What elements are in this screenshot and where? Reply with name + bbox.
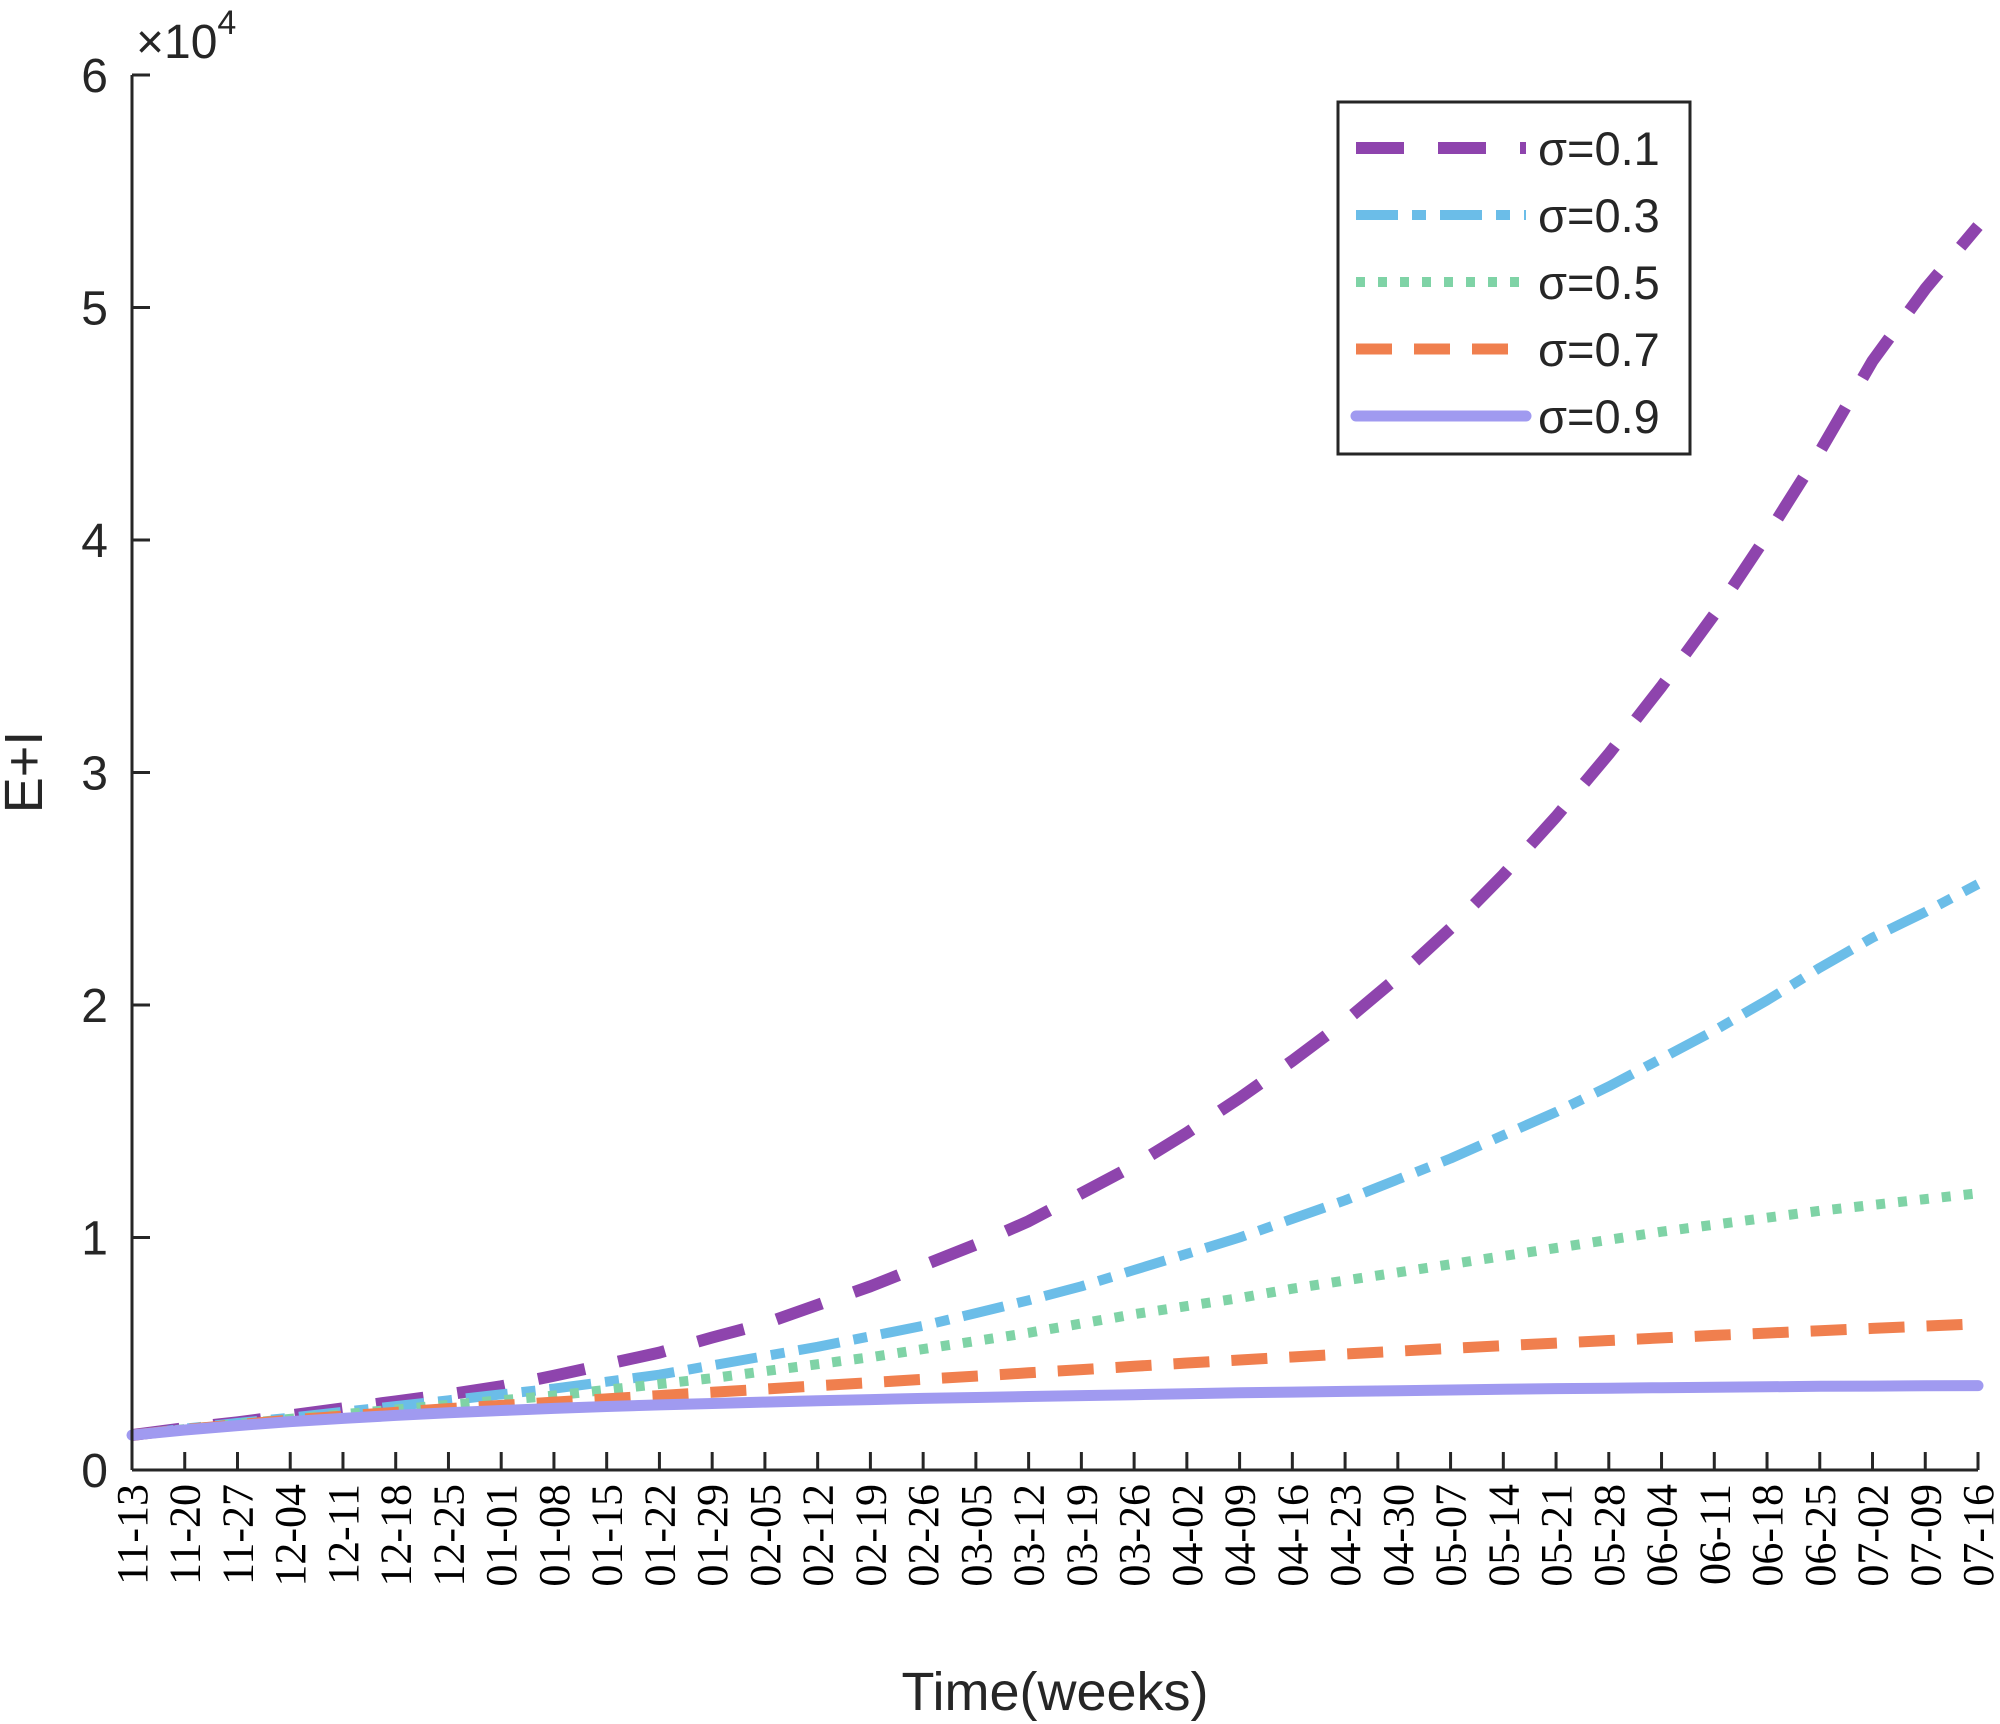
x-tick-label: 03-12 xyxy=(1005,1484,1054,1587)
x-tick-label: 03-05 xyxy=(952,1484,1001,1587)
x-tick-label: 07-09 xyxy=(1901,1484,1950,1587)
x-tick-label: 06-04 xyxy=(1638,1484,1687,1587)
legend-label: σ=0.3 xyxy=(1538,189,1660,242)
series-lines xyxy=(126,222,1984,1442)
x-tick-label: 07-02 xyxy=(1849,1484,1898,1587)
x-tick-label: 12-25 xyxy=(424,1484,473,1587)
x-tick-label: 02-19 xyxy=(846,1484,895,1587)
legend-label: σ=0.1 xyxy=(1538,122,1660,175)
x-ticks: 11-13 11-20 11-27 12-04 12-11 12-18 12-25 01-01… xyxy=(108,1452,2000,1587)
x-tick-label: 01-22 xyxy=(635,1484,684,1587)
x-tick-label: 12-11 xyxy=(319,1484,368,1585)
x-tick-label: 05-14 xyxy=(1479,1484,1528,1587)
x-tick-label: 11-20 xyxy=(161,1484,210,1585)
x-tick-label: 01-29 xyxy=(688,1484,737,1587)
x-tick-label: 02-26 xyxy=(899,1484,948,1587)
x-tick-label: 06-18 xyxy=(1743,1484,1792,1587)
y-tick-label: 5 xyxy=(81,283,108,336)
x-tick-label: 04-09 xyxy=(1216,1484,1265,1587)
x-tick-label: 05-07 xyxy=(1427,1484,1476,1587)
x-tick-label: 04-30 xyxy=(1374,1484,1423,1587)
y-tick-label: 0 xyxy=(81,1445,108,1498)
series-line xyxy=(126,1380,1984,1441)
y-multiplier-prefix: ×10 xyxy=(136,16,217,69)
x-tick-label: 11-27 xyxy=(213,1484,262,1585)
x-tick-label: 03-19 xyxy=(1057,1484,1106,1587)
series-line xyxy=(131,879,1981,1441)
x-tick-label: 06-25 xyxy=(1796,1484,1845,1587)
y-multiplier: ×104 xyxy=(136,4,236,69)
y-axis-label: E+I xyxy=(0,731,54,814)
y-multiplier-exponent: 4 xyxy=(217,4,236,42)
legend-label: σ=0.9 xyxy=(1538,390,1660,443)
legend-label: σ=0.7 xyxy=(1538,323,1660,376)
y-tick-label: 2 xyxy=(81,980,108,1033)
x-axis-label: Time(weeks) xyxy=(901,1662,1208,1722)
x-tick-label: 11-13 xyxy=(108,1484,157,1585)
x-tick-label: 12-04 xyxy=(266,1484,315,1587)
axes xyxy=(130,75,1978,1472)
x-tick-label: 05-28 xyxy=(1585,1484,1634,1587)
y-tick-label: 6 xyxy=(81,50,108,103)
x-tick-label: 12-18 xyxy=(372,1484,421,1587)
series-line xyxy=(131,222,1983,1442)
legend-label: σ=0.5 xyxy=(1538,256,1660,309)
x-tick-label: 04-02 xyxy=(1163,1484,1212,1587)
x-tick-label: 02-05 xyxy=(741,1484,790,1587)
x-tick-label: 01-15 xyxy=(583,1484,632,1587)
x-tick-label: 04-16 xyxy=(1268,1484,1317,1587)
x-tick-label: 04-23 xyxy=(1321,1484,1370,1587)
y-tick-label: 3 xyxy=(81,748,108,801)
x-tick-label: 06-11 xyxy=(1690,1484,1739,1585)
legend: σ=0.1 σ=0.3 σ=0.5 σ=0.7 σ=0.9 xyxy=(1336,100,1692,456)
x-tick-label: 03-26 xyxy=(1110,1484,1159,1587)
x-tick-label: 01-08 xyxy=(530,1484,579,1587)
x-tick-label: 02-12 xyxy=(794,1484,843,1587)
x-tick-label: 01-01 xyxy=(477,1484,526,1587)
x-tick-label: 05-21 xyxy=(1532,1484,1581,1587)
y-ticks: 0 1 2 3 4 5 6 xyxy=(81,50,150,1498)
y-tick-label: 4 xyxy=(81,515,108,568)
y-tick-label: 1 xyxy=(81,1213,108,1266)
x-tick-label: 07-16 xyxy=(1954,1484,2000,1587)
